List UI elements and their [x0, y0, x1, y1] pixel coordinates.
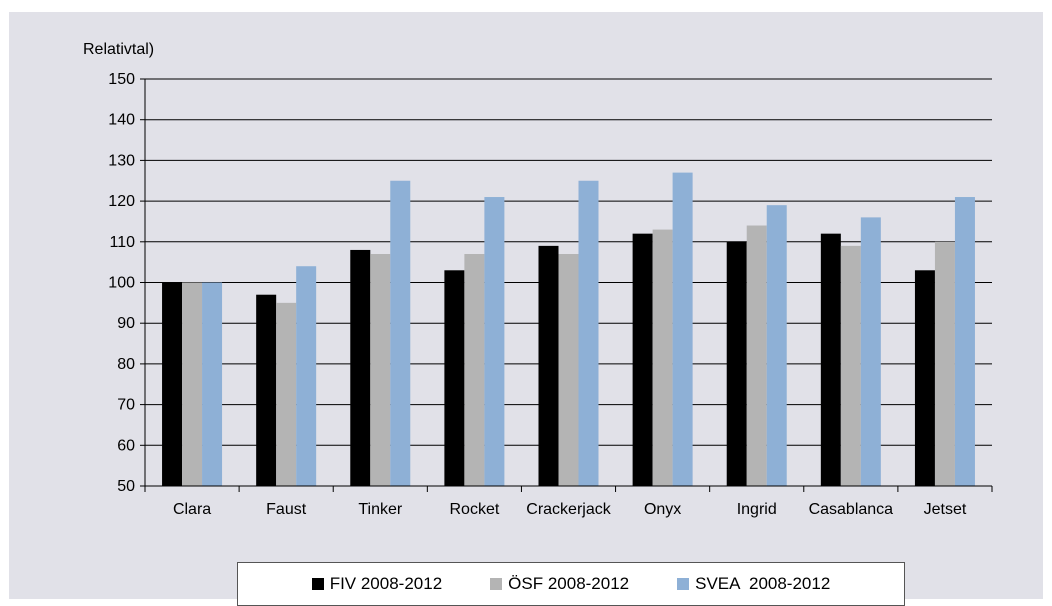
bar-casablanca-series-1	[840, 245, 861, 486]
x-tick-label-ingrid: Ingrid	[737, 501, 777, 518]
bar-faust-series-2	[296, 266, 317, 486]
bar-crackerjack-series-1	[558, 254, 579, 486]
y-tick-label-60: 60	[117, 437, 135, 454]
y-tick-label-70: 70	[117, 397, 135, 414]
bar-tinker-series-0	[350, 249, 371, 486]
bar-rocket-series-2	[484, 197, 505, 486]
bar-crackerjack-series-0	[538, 245, 559, 486]
x-tick-label-crackerjack: Crackerjack	[526, 501, 611, 518]
x-tick-label-tinker: Tinker	[358, 501, 403, 518]
y-tick-label-110: 110	[109, 234, 135, 251]
y-tick-label-80: 80	[117, 356, 135, 373]
bar-casablanca-series-0	[820, 233, 841, 486]
bar-chart: Relativtal) 50 60 70 80 90 100 110 120 130 140 150…	[83, 41, 993, 518]
y-tick-label-50: 50	[117, 478, 135, 495]
bar-faust-series-1	[276, 302, 297, 486]
legend-swatch-svea	[677, 578, 690, 590]
y-tick-label-120: 120	[108, 193, 135, 210]
y-tick-label-150: 150	[108, 71, 135, 88]
legend-label-svea: SVEA 2008-2012	[695, 574, 831, 593]
x-tick-label-jetset: Jetset	[924, 501, 967, 518]
legend-swatch-osf	[490, 578, 503, 590]
bar-jetset-series-0	[914, 270, 935, 486]
legend-item-osf: ÖSF 2008-2012	[490, 574, 629, 594]
legend-label-fiv: FIV 2008-2012	[329, 574, 443, 593]
bar-jetset-series-1	[934, 241, 955, 486]
bar-faust-series-0	[256, 294, 277, 486]
legend-item-svea: SVEA 2008-2012	[677, 574, 830, 594]
bar-rocket-series-0	[444, 270, 465, 486]
bar-ingrid-series-2	[766, 205, 787, 487]
bar-casablanca-series-2	[860, 217, 881, 486]
legend-swatch-fiv	[311, 578, 324, 590]
bar-ingrid-series-1	[746, 225, 767, 486]
legend: FIV 2008-2012 ÖSF 2008-2012 SVEA 2008-20…	[237, 562, 905, 606]
bar-ingrid-series-0	[726, 241, 747, 486]
bar-tinker-series-2	[390, 180, 411, 486]
y-tick-label-130: 130	[108, 152, 135, 169]
bar-clara-series-1	[182, 282, 203, 486]
x-tick-label-onyx: Onyx	[644, 501, 681, 518]
bar-clara-series-2	[202, 282, 223, 486]
chart-panel: Relativtal) 50 60 70 80 90 100 110 120 130 140 150…	[9, 12, 1043, 606]
bar-rocket-series-1	[464, 254, 485, 486]
bar-tinker-series-1	[370, 254, 391, 486]
y-tick-label-140: 140	[108, 112, 135, 129]
bar-crackerjack-series-2	[578, 180, 599, 486]
x-tick-label-faust: Faust	[266, 501, 307, 518]
y-tick-label-90: 90	[117, 315, 135, 332]
x-tick-label-clara: Clara	[173, 501, 211, 518]
bar-onyx-series-2	[672, 172, 693, 487]
bar-clara-series-0	[162, 282, 183, 486]
legend-label-osf: ÖSF 2008-2012	[508, 574, 630, 593]
y-tick-label-100: 100	[108, 275, 135, 292]
legend-item-fiv: FIV 2008-2012	[311, 574, 443, 594]
y-axis-label: Relativtal)	[83, 41, 154, 58]
bar-onyx-series-1	[652, 229, 673, 486]
x-tick-label-rocket: Rocket	[449, 501, 499, 518]
bar-onyx-series-0	[632, 233, 653, 486]
bar-jetset-series-2	[954, 197, 975, 486]
x-tick-label-casablanca: Casablanca	[809, 501, 894, 518]
